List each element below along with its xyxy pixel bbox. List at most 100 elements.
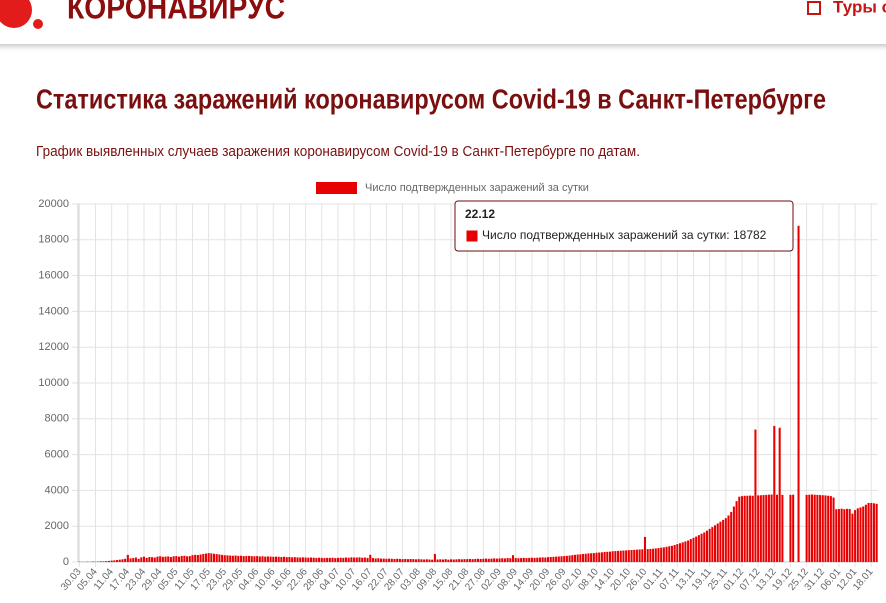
- tooltip-swatch: [465, 229, 479, 243]
- page-description: График выявленных случаев заражения коро…: [36, 143, 640, 160]
- bar: [525, 558, 528, 562]
- bar: [541, 557, 544, 562]
- bar: [832, 497, 835, 562]
- bar: [808, 494, 811, 562]
- bar: [571, 555, 574, 562]
- bar: [266, 556, 269, 562]
- bar: [223, 555, 226, 562]
- bar: [151, 557, 154, 562]
- bar: [641, 549, 644, 562]
- bar: [188, 556, 191, 562]
- bar: [110, 560, 113, 562]
- bar: [288, 556, 291, 562]
- bar: [121, 559, 124, 562]
- bar: [695, 536, 698, 562]
- bar: [649, 548, 652, 562]
- bar: [415, 559, 418, 562]
- bar: [743, 495, 746, 562]
- bar: [261, 556, 264, 562]
- bar: [439, 559, 442, 562]
- bar: [778, 427, 781, 562]
- bar: [417, 559, 420, 562]
- bar: [385, 558, 388, 562]
- bar: [118, 559, 121, 562]
- bar: [727, 515, 730, 562]
- bar: [99, 561, 102, 562]
- bar: [765, 494, 768, 562]
- bar: [547, 557, 550, 562]
- bar: [280, 556, 283, 562]
- bar: [670, 545, 673, 562]
- bar: [528, 557, 531, 562]
- bar: [229, 555, 232, 562]
- bar: [751, 495, 754, 562]
- bar: [274, 556, 278, 562]
- chart: 0 2000 4000 6000 8000 10000 12000 14000 16000 180…: [38, 182, 878, 593]
- bar: [221, 554, 224, 562]
- bar: [638, 549, 641, 562]
- bar: [859, 507, 862, 562]
- bar: [856, 508, 859, 562]
- bar: [805, 494, 808, 562]
- logo-text[interactable]: КОРОНАВИРУС: [67, 0, 285, 25]
- bar: [662, 547, 665, 562]
- bar: [587, 553, 590, 562]
- bar: [258, 556, 261, 562]
- bar: [210, 553, 213, 562]
- bar: [614, 551, 617, 562]
- bar: [732, 506, 735, 562]
- bar: [775, 494, 779, 562]
- bar: [482, 558, 485, 562]
- bar: [797, 225, 800, 563]
- y-tick-label: 12000: [38, 341, 69, 353]
- y-tick-label: 20000: [38, 198, 69, 210]
- bar: [412, 559, 415, 562]
- bar: [749, 495, 752, 562]
- bar: [810, 494, 814, 562]
- bar: [762, 495, 765, 562]
- bar: [673, 544, 676, 562]
- bar: [827, 495, 830, 562]
- bar: [191, 555, 194, 562]
- bar: [501, 558, 504, 562]
- bar: [353, 557, 356, 562]
- bar: [213, 553, 216, 562]
- bar: [498, 558, 501, 562]
- bar: [705, 530, 708, 562]
- bar: [522, 557, 525, 562]
- bar: [358, 557, 361, 562]
- bar: [468, 558, 471, 562]
- bar: [617, 550, 620, 562]
- bar: [792, 494, 795, 562]
- bar: [369, 554, 372, 562]
- bar: [846, 508, 849, 562]
- bar: [250, 556, 253, 562]
- bar: [821, 495, 824, 562]
- bar: [347, 557, 350, 562]
- bar: [320, 557, 323, 562]
- bar: [770, 494, 773, 562]
- bar: [579, 554, 582, 562]
- bar: [660, 547, 663, 562]
- bar: [652, 548, 655, 562]
- bar: [582, 553, 585, 562]
- y-tick-label: 14000: [38, 305, 69, 317]
- bar: [318, 557, 321, 562]
- bar: [299, 557, 302, 562]
- bar: [291, 557, 294, 562]
- bar: [264, 556, 267, 562]
- bar: [565, 555, 568, 562]
- bar: [398, 558, 401, 562]
- bar: [773, 425, 776, 562]
- tours-link[interactable]: Туры с: [833, 0, 886, 16]
- bar: [722, 519, 725, 562]
- bar: [630, 550, 633, 562]
- bar: [600, 552, 603, 562]
- bar: [517, 558, 520, 562]
- bar: [140, 557, 143, 562]
- bar: [848, 509, 851, 562]
- bar: [789, 494, 792, 562]
- bar: [754, 429, 757, 562]
- bar: [169, 556, 172, 562]
